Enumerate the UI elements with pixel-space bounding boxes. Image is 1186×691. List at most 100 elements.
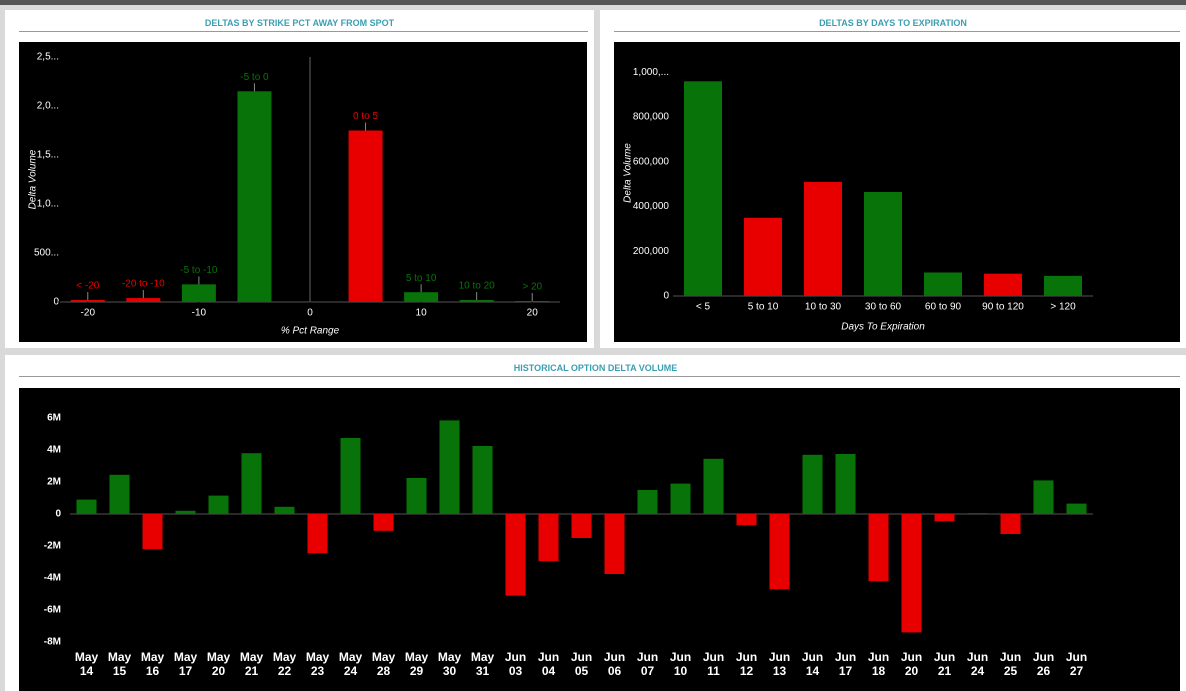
x-tick-label: May 17 (173, 650, 198, 678)
y-tick-label: -6M (44, 605, 61, 616)
bar (439, 420, 460, 514)
bar-label: 0 to 5 (353, 111, 378, 122)
x-tick-label: Jun 17 (834, 650, 857, 678)
x-tick-label: May 30 (437, 650, 462, 678)
bar-label: -5 to 0 (240, 72, 269, 83)
panel: DELTAS BY STRIKE PCT AWAY FROM SPOT 0 500… (5, 10, 594, 348)
title-rule (614, 31, 1180, 32)
x-tick-label: May 22 (272, 650, 297, 678)
bar (835, 454, 856, 514)
y-tick-label: 200,000 (633, 246, 670, 257)
y-tick-label: 6M (47, 413, 61, 424)
y-tick-label: 0 (663, 291, 669, 302)
bar (901, 514, 922, 633)
bar (637, 490, 658, 514)
x-tick-label: 5 to 10 (748, 302, 779, 313)
bar (1044, 275, 1082, 296)
bar (404, 292, 439, 302)
x-tick-label: Jun 14 (801, 650, 824, 678)
y-tick-label: -4M (44, 573, 61, 584)
x-tick-label: Jun 06 (603, 650, 626, 678)
bar (472, 446, 493, 514)
bar (802, 454, 823, 514)
y-tick-label: 600,000 (633, 156, 670, 167)
bar (181, 284, 216, 302)
bar (515, 301, 550, 302)
x-tick-label: May 21 (239, 650, 264, 678)
bar (274, 506, 295, 514)
x-tick-label: May 16 (140, 650, 165, 678)
panel: DELTAS BY DAYS TO EXPIRATION 0 200,000 400… (600, 10, 1186, 348)
bar (1033, 480, 1054, 514)
chart: -8M -6M -4M -2M 0 2M 4M 6M May 14 May 15 May 16 May… (19, 388, 1180, 691)
bar (76, 499, 97, 514)
chart-svg: 0 200,000 400,000 600,000 800,000 1,000,... De… (623, 67, 1093, 333)
bar (967, 513, 988, 514)
x-tick-label: Jun 26 (1032, 650, 1055, 678)
bar (804, 181, 842, 296)
y-tick-label: 0 (55, 509, 61, 520)
y-tick-label: 1,5... (37, 150, 59, 161)
x-tick-label: 20 (527, 308, 539, 319)
bar (769, 514, 790, 590)
x-tick-label: Jun 07 (636, 650, 659, 678)
bar (142, 514, 163, 550)
y-tick-label: 400,000 (633, 201, 670, 212)
y-tick-label: 2,0... (37, 101, 59, 112)
x-tick-label: -20 (81, 308, 96, 319)
x-tick-label: Jun 04 (537, 650, 560, 678)
chart-svg: -8M -6M -4M -2M 0 2M 4M 6M (44, 413, 1093, 648)
y-tick-label: -8M (44, 637, 61, 648)
bar (571, 514, 592, 538)
bar-label: < -20 (76, 281, 100, 292)
bar (703, 458, 724, 514)
bar (348, 130, 383, 302)
x-tick-label: Jun 10 (669, 650, 692, 678)
x-tick-label: Jun 12 (735, 650, 758, 678)
y-axis-title: Delta Volume (28, 149, 39, 209)
bar (864, 192, 902, 296)
chart: 0 500... 1,0... 1,5... 2,0... 2,5... Delta Vol… (19, 42, 587, 342)
bar-label: 10 to 20 (459, 281, 496, 292)
x-tick-label: May 23 (305, 650, 330, 678)
x-tick-label: Jun 25 (999, 650, 1022, 678)
bar (604, 514, 625, 574)
x-tick-label: 60 to 90 (925, 302, 962, 313)
y-tick-label: 1,0... (37, 199, 59, 210)
bar (70, 300, 105, 302)
y-tick-label: 4M (47, 445, 61, 456)
x-tick-label: > 120 (1050, 302, 1076, 313)
chart: 0 200,000 400,000 600,000 800,000 1,000,... De… (614, 42, 1180, 342)
x-tick-label: Jun 05 (570, 650, 593, 678)
y-tick-label: 0 (53, 297, 59, 308)
x-tick-label: Jun 24 (966, 650, 989, 678)
bar (109, 474, 130, 514)
bar (340, 438, 361, 514)
bar (237, 91, 272, 302)
y-tick-label: -2M (44, 541, 61, 552)
bar (934, 514, 955, 522)
top-bar (0, 0, 1186, 5)
bar (505, 514, 526, 596)
x-tick-label: 0 (307, 308, 313, 319)
x-tick-label: 30 to 60 (865, 302, 902, 313)
bar (307, 514, 328, 554)
bar (984, 273, 1022, 296)
x-tick-label: Jun 21 (933, 650, 956, 678)
x-axis-title: % Pct Range (281, 326, 340, 337)
bar (924, 272, 962, 296)
panel: HISTORICAL OPTION DELTA VOLUME -8M -6M -4M… (5, 355, 1186, 691)
bar (538, 514, 559, 562)
x-tick-label: May 15 (107, 650, 132, 678)
bar (684, 81, 722, 297)
x-tick-label: May 29 (404, 650, 429, 678)
y-tick-label: 2M (47, 477, 61, 488)
bar (670, 483, 691, 514)
bar (373, 514, 394, 531)
x-tick-label: Jun 03 (504, 650, 527, 678)
x-tick-label: Jun 11 (702, 650, 725, 678)
title-rule (19, 31, 588, 32)
y-tick-label: 1,000,... (633, 67, 669, 78)
x-tick-label: May 31 (470, 650, 495, 678)
